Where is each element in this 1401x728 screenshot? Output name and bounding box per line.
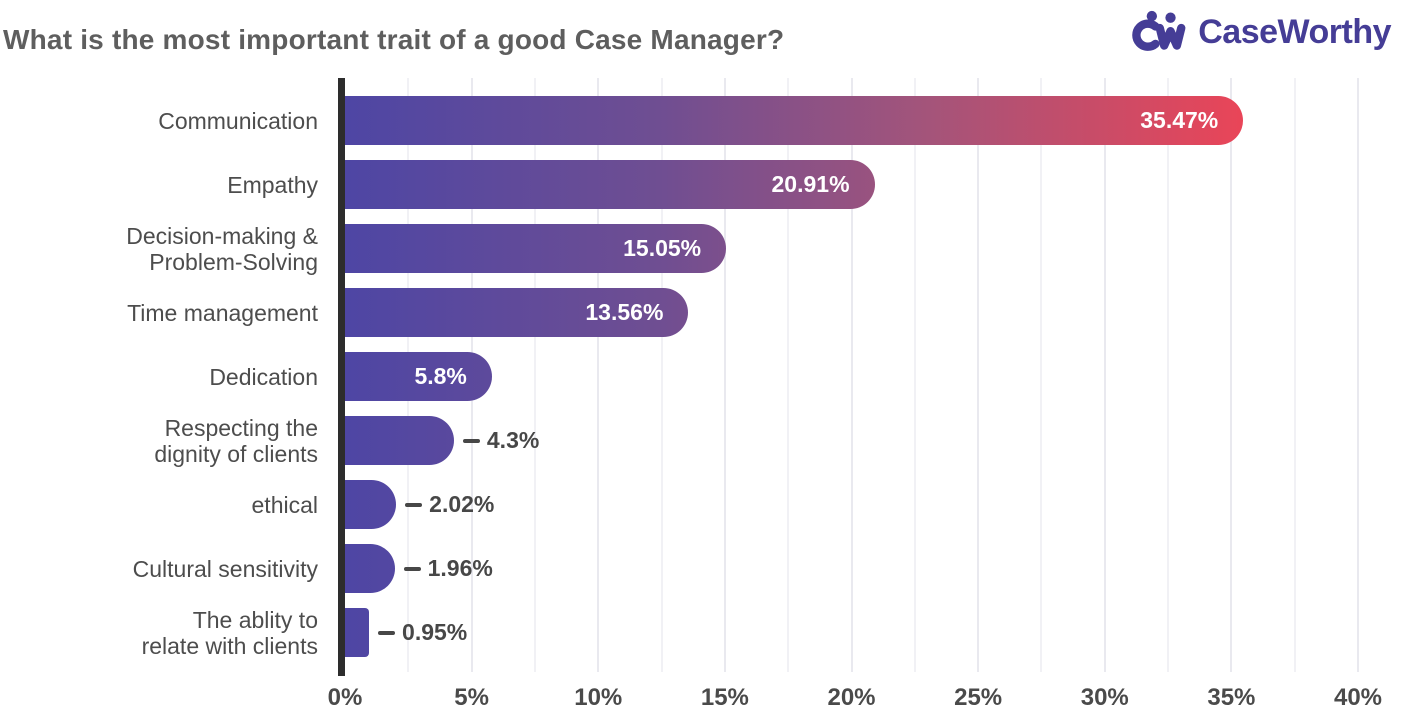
bar [345,480,397,529]
gridline [1357,78,1359,672]
gridline [977,78,980,672]
x-tick-label: 20% [827,684,876,711]
leader-line [462,438,480,443]
gridline [660,78,663,672]
bar-track: 4.3% [345,416,1358,465]
bar-track: 13.56% [345,288,1358,337]
value-label: 0.95% [402,619,468,645]
x-tick-label: 15% [700,684,749,711]
bar-row: ethical 2.02% [0,480,1401,529]
value-label-group: 2.02% [405,480,494,529]
gridline [850,78,853,672]
chart-title: What is the most important trait of a go… [3,24,785,55]
bar [345,608,370,657]
category-label: Time management [127,299,318,326]
category-label: Respecting the dignity of clients [154,414,318,467]
bar: 5.8% [345,352,492,401]
category-label: Cultural sensitivity [132,555,318,582]
value-label: 15.05% [623,235,702,261]
value-label-group: 0.95% [378,608,467,657]
bar: 20.91% [345,160,875,209]
bar-track: 15.05% [345,224,1358,273]
x-tick-label: 5% [454,684,489,711]
x-tick-label: 25% [954,684,1003,711]
value-label: 13.56% [585,299,664,325]
caseworthy-logo: CaseWorthy [1128,6,1391,58]
gridline [913,78,916,672]
gridline [1230,78,1233,672]
gridline [1293,78,1296,672]
category-label: Decision-making & Problem-Solving [126,222,318,275]
category-label: Dedication [209,363,318,390]
value-label: 5.8% [414,363,467,389]
category-label: Communication [158,107,318,134]
bar-track: 20.91% [345,160,1358,209]
bar [345,416,454,465]
category-label: Empathy [227,171,318,198]
value-label-group: 4.3% [462,416,540,465]
value-label: 20.91% [771,171,850,197]
bar: 35.47% [345,96,1244,145]
bar-track: 5.8% [345,352,1358,401]
bar-track: 0.95% [345,608,1358,657]
bar-row: Communication 35.47% [0,96,1401,145]
bar-row: Dedication 5.8% [0,352,1401,401]
bar: 15.05% [345,224,727,273]
bar-track: 1.96% [345,544,1358,593]
x-tick-label: 30% [1080,684,1129,711]
y-axis-line [338,78,345,676]
x-tick-label: 0% [327,684,363,711]
gridline [533,78,536,672]
logo-wordmark: CaseWorthy [1198,12,1391,51]
category-label: ethical [251,491,318,518]
gridline [1167,78,1170,672]
bar-row: Respecting the dignity of clients 4.3% [0,414,1401,467]
bar [345,544,395,593]
leader-line [405,502,423,507]
category-label: The ablity to relate with clients [141,606,318,659]
leader-line [378,630,396,635]
value-label-group: 1.96% [403,544,493,593]
x-tick-label: 40% [1333,684,1383,711]
value-label: 2.02% [429,491,495,517]
bar-row: Empathy 20.91% [0,160,1401,209]
x-tick-label: 10% [574,684,623,711]
bar-row: The ablity to relate with clients 0.95% [0,606,1401,659]
bar-row: Time management 13.56% [0,288,1401,337]
x-tick-label: 35% [1207,684,1256,711]
cw-people-mark-icon [1128,6,1190,58]
value-label: 4.3% [486,427,540,453]
bar-row: Decision-making & Problem-Solving 15.05% [0,222,1401,275]
bar-row: Cultural sensitivity 1.96% [0,544,1401,593]
bar-track: 35.47% [345,96,1358,145]
leader-line [403,566,421,571]
gridline [787,78,790,672]
value-label: 1.96% [427,555,493,581]
gridline [1040,78,1043,672]
gridline [723,78,726,672]
value-label: 35.47% [1140,107,1219,133]
gridline [1103,78,1106,672]
bar: 13.56% [345,288,689,337]
bar-track: 2.02% [345,480,1358,529]
gridline [597,78,600,672]
